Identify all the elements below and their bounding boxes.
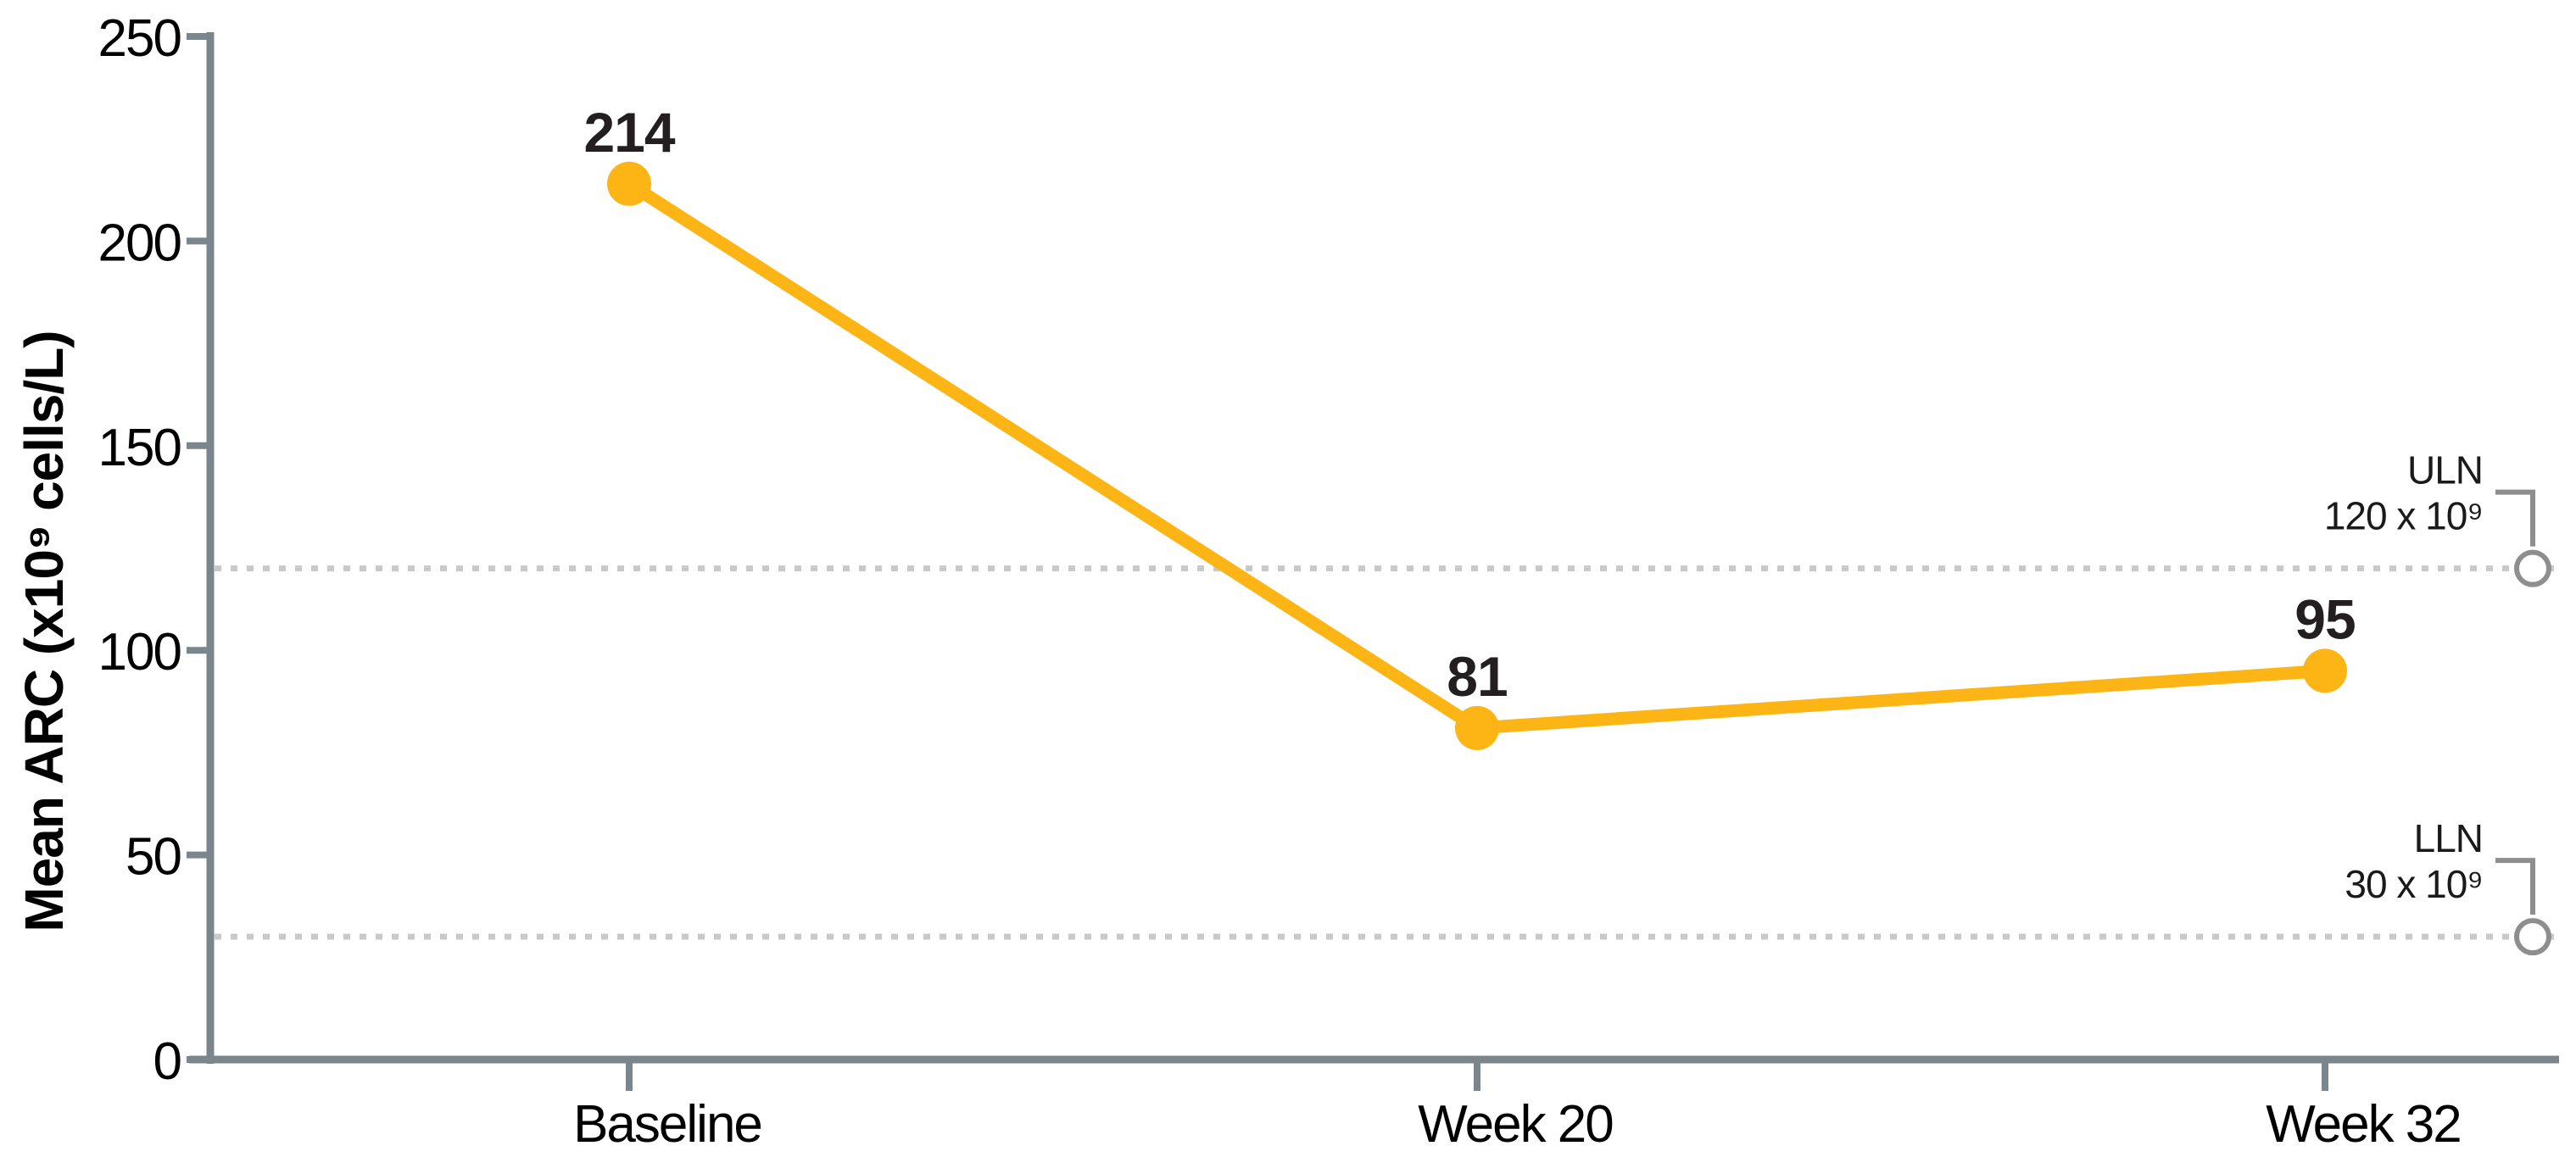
y-tick-label: 100 xyxy=(98,623,181,681)
data-label-week-20: 81 xyxy=(1447,645,1507,708)
x-tick-label: Week 32 xyxy=(2266,1095,2461,1154)
data-point-baseline xyxy=(607,161,651,206)
y-axis-title: Mean ARC (x10⁹ cells/L) xyxy=(14,331,75,932)
reference-label-lln: LLN xyxy=(2414,816,2483,860)
reference-value-lln: 30 x 10⁹ xyxy=(2345,862,2483,906)
reference-marker-lln xyxy=(2514,918,2551,956)
y-tick-label: 150 xyxy=(98,419,181,477)
callout-bracket-lln xyxy=(2495,858,2535,915)
series-layer: 214 81 95 xyxy=(583,101,2356,750)
reference-label-uln: ULN xyxy=(2407,448,2483,492)
data-label-baseline: 214 xyxy=(583,101,675,164)
reference-value-uln: 120 x 10⁹ xyxy=(2324,494,2483,538)
y-tick-label: 0 xyxy=(153,1032,181,1091)
data-label-week-32: 95 xyxy=(2294,587,2355,650)
callout-bracket-uln xyxy=(2495,489,2535,547)
data-point-week-32 xyxy=(2303,648,2347,693)
y-tick-label: 250 xyxy=(98,9,181,68)
y-tick-label: 200 xyxy=(98,214,181,272)
axes-layer: 0 50 100 150 200 250 Baseline Week 20 Week 32 xyxy=(98,9,2559,1154)
y-tick-label: 50 xyxy=(125,828,181,887)
data-point-week-20 xyxy=(1455,705,1499,750)
x-tick-label: Baseline xyxy=(573,1095,761,1154)
x-tick-label: Week 20 xyxy=(1418,1095,1613,1154)
reference-marker-uln xyxy=(2514,549,2551,587)
